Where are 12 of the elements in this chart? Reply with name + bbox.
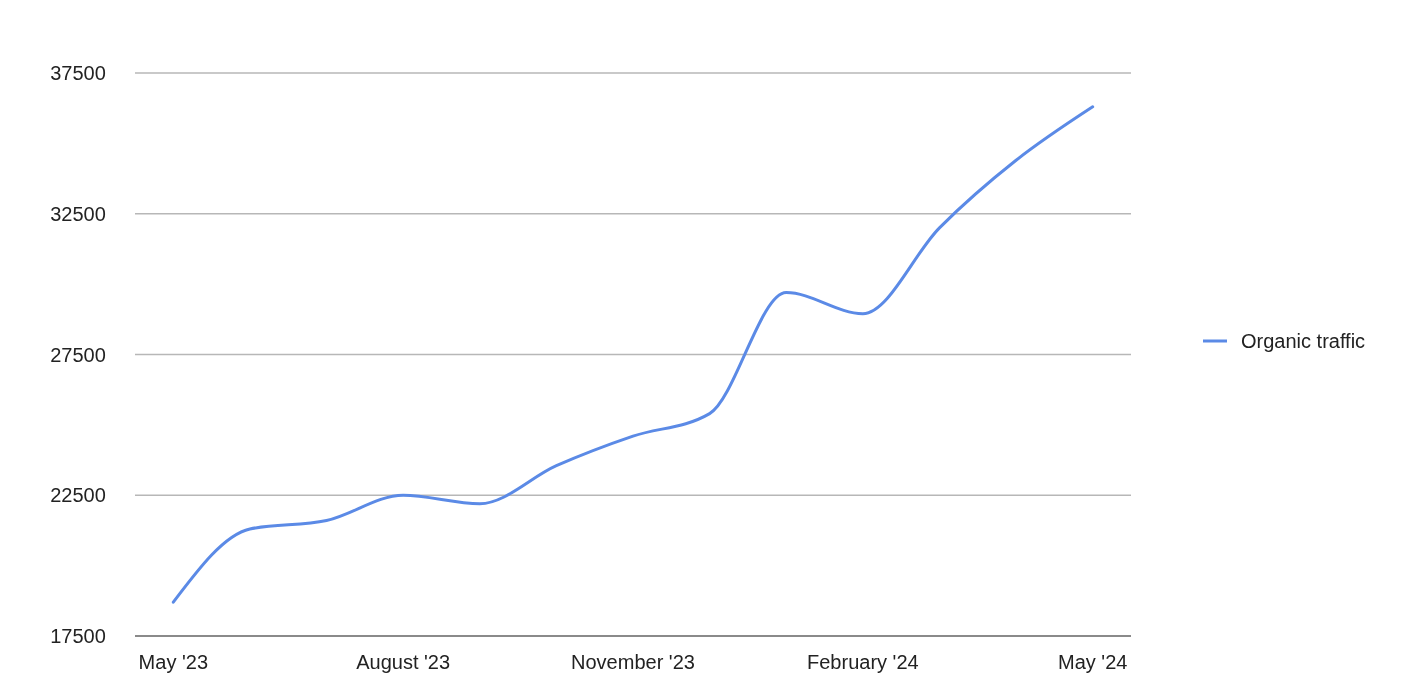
x-tick-label: February '24 [807,651,919,673]
y-tick-label: 37500 [50,62,106,84]
x-tick-label: November '23 [571,651,695,673]
x-tick-label: May '24 [1057,651,1128,673]
y-tick-label: 27500 [50,343,106,366]
y-tick-label: 32500 [50,202,106,225]
x-tick-label: August '23 [356,651,451,673]
line-series [171,105,1095,604]
x-tick-label: May '23 [138,651,209,673]
y-tick-label: 17500 [50,625,106,647]
legend-label: Organic traffic [1241,330,1366,352]
y-tick-label: 22500 [50,484,106,507]
